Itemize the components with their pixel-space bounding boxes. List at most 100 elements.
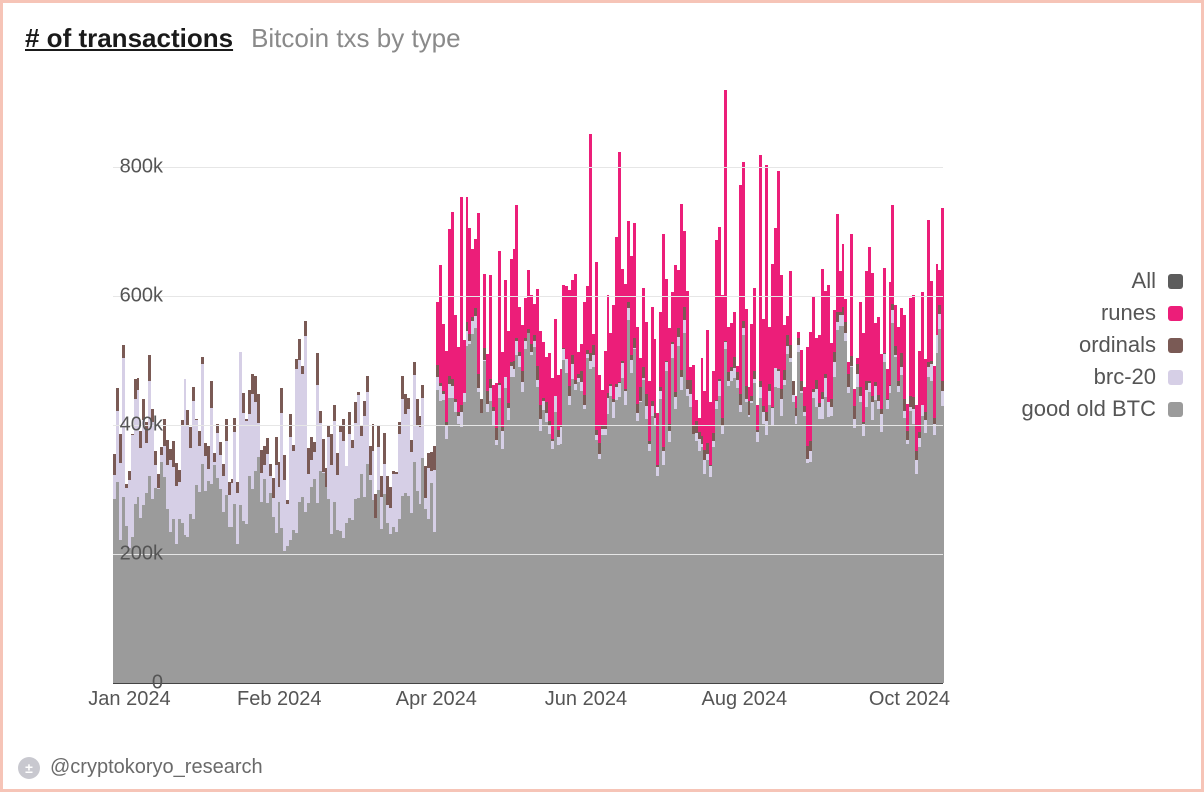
bar-segment-ordinals xyxy=(407,398,410,409)
bar-segment-runes xyxy=(912,295,915,397)
bar-segment-ordinals xyxy=(366,376,369,392)
bar-segment-runes xyxy=(477,213,480,374)
bar-segment-ordinals xyxy=(377,426,380,447)
xtick-label: Apr 2024 xyxy=(396,688,477,711)
xtick-label: Aug 2024 xyxy=(701,688,787,711)
bar-segment-brc20 xyxy=(941,391,944,406)
bar-segment-runes xyxy=(883,268,886,353)
bar-segment-runes xyxy=(903,315,906,400)
xtick-label: Feb 2024 xyxy=(237,688,322,711)
legend-swatch xyxy=(1168,306,1183,321)
bar-segment-runes xyxy=(753,288,756,372)
legend-label: brc-20 xyxy=(1094,364,1156,390)
legend-label: All xyxy=(1132,268,1156,294)
bar-segment-ordinals xyxy=(789,345,792,358)
bar-segment-ordinals xyxy=(304,321,307,336)
bar-segment-ordinals xyxy=(269,464,272,476)
chart-title-main: # of transactions xyxy=(25,23,233,54)
bar-segment-runes xyxy=(797,332,800,339)
xtick-label: Jun 2024 xyxy=(545,688,627,711)
bar-segment-ordinals xyxy=(122,345,125,358)
bar-segment-ordinals xyxy=(225,419,228,441)
xtick-label: Jan 2024 xyxy=(88,688,170,711)
bar-segment-ordinals xyxy=(844,322,847,334)
bar-segment-ordinals xyxy=(242,393,245,413)
bar-segment-ordinals xyxy=(137,378,140,390)
bar-segment-ordinals xyxy=(210,381,213,407)
chart-legend: All runes ordinals brc-20 good old BTC xyxy=(1021,268,1183,422)
bar-segment-ordinals xyxy=(421,385,424,398)
bar-segment-btc xyxy=(941,406,944,683)
bar-segment-runes xyxy=(733,312,736,357)
bar-segment-runes xyxy=(483,274,486,347)
plot-area xyxy=(113,103,943,684)
bar-segment-runes xyxy=(941,208,944,382)
ytick-label: 800k xyxy=(93,156,163,179)
bar-segment-brc20 xyxy=(421,398,424,458)
legend-item[interactable]: brc-20 xyxy=(1021,364,1183,390)
bar-segment-runes xyxy=(844,299,847,321)
legend-swatch xyxy=(1168,402,1183,417)
bar-segment-runes xyxy=(789,271,792,346)
bar-segment-runes xyxy=(930,281,933,361)
bar-segment-ordinals xyxy=(280,388,283,414)
bar-segment-ordinals xyxy=(319,411,322,423)
bar-segment-runes xyxy=(850,234,853,356)
bar-segment-ordinals xyxy=(792,381,795,394)
legend-swatch xyxy=(1168,370,1183,385)
bar-segment-ordinals xyxy=(850,356,853,367)
legend-item[interactable]: ordinals xyxy=(1021,332,1183,358)
legend-swatch xyxy=(1168,338,1183,353)
gridline xyxy=(113,167,943,168)
chart-bars xyxy=(113,103,943,683)
bar-segment-ordinals xyxy=(192,387,195,401)
bar-segment-ordinals xyxy=(266,438,269,454)
bar-segment-runes xyxy=(633,223,636,338)
attribution: ± @cryptokoryo_research xyxy=(18,756,263,779)
bar-segment-brc20 xyxy=(844,333,847,341)
bar-segment-ordinals xyxy=(333,405,336,421)
gridline xyxy=(113,554,943,555)
bar-segment-ordinals xyxy=(148,355,151,381)
bar-segment-ordinals xyxy=(372,424,375,451)
ytick-label: 400k xyxy=(93,414,163,437)
bar-segment-ordinals xyxy=(283,455,286,479)
bar-segment-ordinals xyxy=(116,388,119,412)
bar-segment-ordinals xyxy=(477,374,480,388)
bar xyxy=(941,208,944,683)
chart-frame: # of transactions Bitcoin txs by type 02… xyxy=(0,0,1204,792)
bar-segment-ordinals xyxy=(383,433,386,464)
bar-segment-ordinals xyxy=(154,451,157,465)
plot-wrap: 0200k400k600k800kJan 2024Feb 2024Apr 202… xyxy=(33,83,1003,733)
bar-segment-runes xyxy=(800,350,803,380)
bar-segment-runes xyxy=(654,339,657,413)
gridline xyxy=(113,425,943,426)
attribution-handle: @cryptokoryo_research xyxy=(50,756,263,779)
bar-segment-ordinals xyxy=(219,442,222,455)
legend-label: ordinals xyxy=(1079,332,1156,358)
attribution-icon: ± xyxy=(18,757,40,779)
ytick-label: 600k xyxy=(93,285,163,308)
legend-label: runes xyxy=(1101,300,1156,326)
xtick-label: Oct 2024 xyxy=(869,688,950,711)
bar-segment-runes xyxy=(745,309,748,386)
legend-item[interactable]: good old BTC xyxy=(1021,396,1183,422)
chart-header: # of transactions Bitcoin txs by type xyxy=(25,23,461,54)
bar-segment-ordinals xyxy=(342,419,345,440)
bar-segment-ordinals xyxy=(413,362,416,375)
legend-item[interactable]: runes xyxy=(1021,300,1183,326)
bar-segment-runes xyxy=(891,205,894,304)
bar-segment-ordinals xyxy=(257,394,260,423)
bar-segment-ordinals xyxy=(753,371,756,378)
bar-segment-ordinals xyxy=(316,353,319,385)
bar-segment-runes xyxy=(724,90,727,341)
legend-item[interactable]: All xyxy=(1021,268,1183,294)
bar-segment-ordinals xyxy=(201,357,204,365)
bar-segment-ordinals xyxy=(941,381,944,391)
bar-segment-ordinals xyxy=(186,410,189,424)
legend-swatch xyxy=(1168,274,1183,289)
legend-label: good old BTC xyxy=(1021,396,1156,422)
bar-segment-ordinals xyxy=(298,339,301,360)
bar-segment-brc20 xyxy=(372,451,375,499)
bar-segment-brc20 xyxy=(883,354,886,363)
